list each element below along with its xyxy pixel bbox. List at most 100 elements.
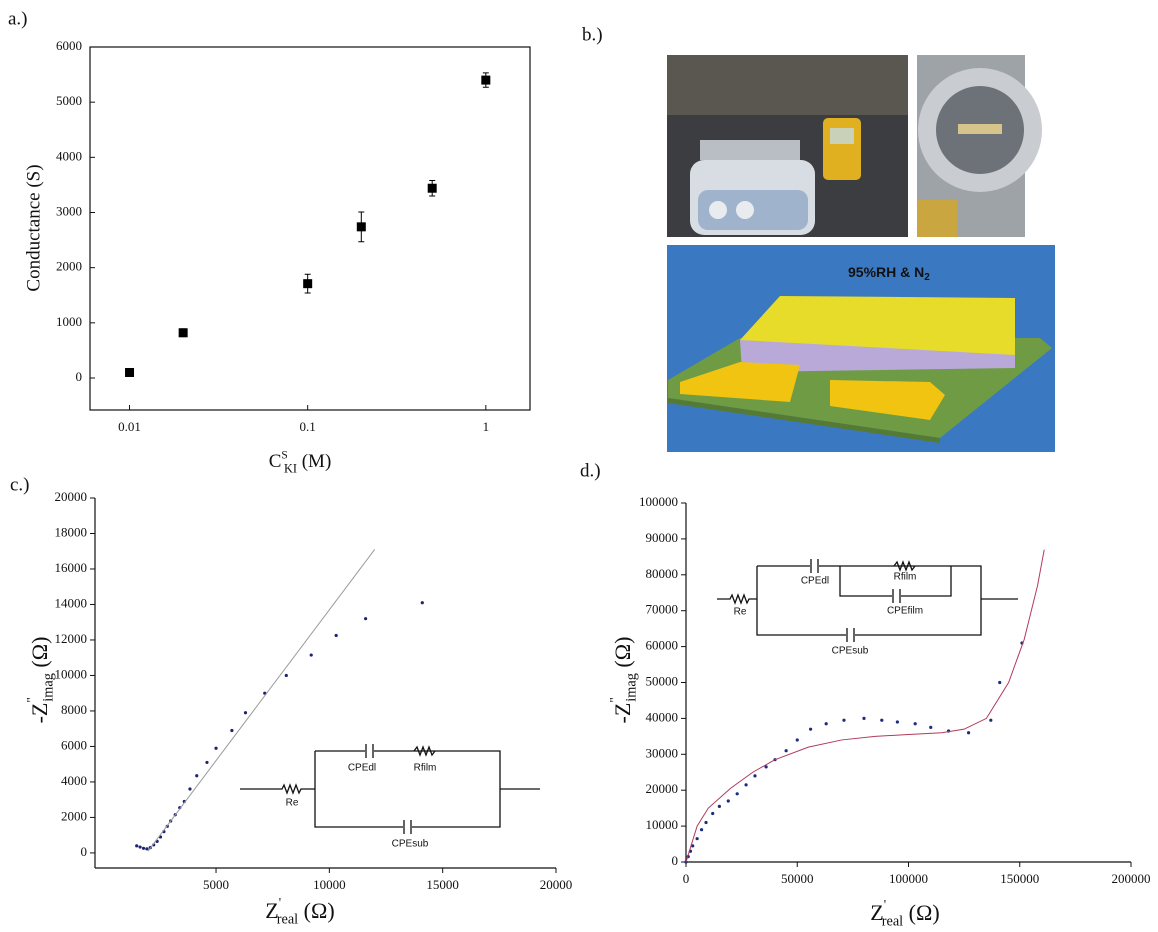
data-point	[989, 718, 993, 722]
label-sub: imag	[41, 673, 57, 702]
data-point	[862, 716, 866, 721]
circuit-label: Rfilm	[414, 763, 437, 774]
data-point	[230, 728, 234, 733]
y-tick-label: 6000	[56, 38, 82, 53]
photo-bg	[667, 55, 908, 115]
wire	[314, 750, 501, 828]
knob	[709, 201, 727, 219]
data-point	[966, 731, 971, 735]
data-point	[695, 837, 699, 841]
x-tick-label: 15000	[426, 877, 459, 892]
y-tick-label: 0	[672, 853, 679, 868]
y-tick-label: 2000	[56, 259, 82, 274]
y-tick-label: 16000	[55, 560, 88, 575]
data-point	[364, 617, 368, 621]
y-tick-label: 10000	[55, 666, 88, 681]
y-tick-label: 70000	[646, 602, 679, 617]
panel-label: b.)	[582, 24, 603, 45]
label-unit: (Ω)	[909, 900, 940, 925]
sample	[958, 124, 1002, 134]
label-base: Z	[870, 900, 883, 925]
panel-label: a.)	[8, 8, 28, 29]
y-tick-label: 8000	[61, 702, 87, 717]
y-tick-label: 10000	[646, 817, 679, 832]
gap	[365, 744, 374, 758]
data-point	[334, 633, 338, 638]
y-tick-label: 4000	[61, 773, 87, 788]
circuit-label: Re	[734, 607, 747, 618]
data-point	[691, 844, 695, 848]
y-tick-label: 4000	[56, 148, 82, 163]
label-sup: S	[281, 449, 287, 461]
label-sub: imag	[624, 673, 640, 702]
data-point	[303, 279, 313, 289]
y-tick-label: 3000	[56, 203, 82, 218]
data-point	[309, 653, 313, 657]
y-tick-label: 5000	[56, 93, 82, 108]
wire	[240, 783, 315, 795]
panel-label: d.)	[580, 460, 601, 481]
data-point	[481, 75, 491, 85]
y-tick-label: 90000	[646, 530, 679, 545]
x-tick-label: 50000	[781, 871, 814, 886]
circuit-label: CPEdl	[801, 576, 829, 587]
photo-panel: 95%RH & N2	[667, 55, 1055, 452]
circuit-label: CPEdl	[348, 763, 376, 774]
render-caption: 95%RH & N2	[848, 264, 930, 283]
data-point	[427, 183, 437, 193]
label-base: -Z	[610, 703, 635, 724]
label-unit: (Ω)	[304, 898, 335, 923]
y-tick-label: 2000	[61, 808, 87, 823]
pad	[680, 362, 800, 402]
y-tick-label: 18000	[55, 524, 88, 539]
label-unit: (M)	[302, 451, 332, 472]
data-point	[842, 718, 846, 722]
data-point	[735, 792, 739, 796]
data-point	[699, 828, 704, 832]
data-point	[929, 725, 933, 729]
pad	[830, 380, 945, 420]
y-tick-label: 14000	[55, 595, 88, 610]
circuit-label: Re	[286, 798, 299, 809]
gap	[892, 589, 901, 603]
label-base: Z	[265, 898, 278, 923]
x-tick-label: 0.1	[300, 419, 316, 434]
data-point	[784, 749, 788, 753]
y-tick-label: 20000	[55, 489, 88, 504]
data-point	[717, 804, 721, 808]
circuit-label: Rfilm	[894, 572, 917, 583]
label-unit: (Ω)	[27, 637, 52, 668]
x-axis-label: CS KI (M)	[269, 449, 332, 475]
meter-screen	[830, 128, 854, 144]
y-tick-label: 100000	[639, 494, 678, 509]
y-axis-label: -Z" imag (Ω)	[24, 637, 57, 724]
label-sub: KI	[284, 461, 297, 475]
fit-line	[685, 549, 1045, 863]
y-axis-label: Conductance (S)	[23, 164, 44, 291]
circuit-c: Re CPEdl Rfilm CPEsub	[240, 744, 540, 850]
label-sup: '	[884, 897, 886, 912]
y-tick-label: 0	[81, 844, 88, 859]
x-tick-label: 1	[483, 419, 490, 434]
data-point	[214, 746, 218, 750]
y-tick-label: 20000	[646, 781, 679, 796]
data-point	[205, 760, 209, 765]
panel-label: c.)	[10, 474, 30, 495]
photo-detail	[917, 200, 957, 237]
x-tick-label: 20000	[540, 877, 573, 892]
y-tick-label: 1000	[56, 314, 82, 329]
data-point	[178, 328, 188, 338]
label-sub: real	[277, 912, 298, 928]
data-point	[880, 718, 884, 722]
x-tick-label: 5000	[203, 877, 229, 892]
data-point	[824, 722, 828, 726]
y-axis-label: -Z" imag (Ω)	[607, 637, 640, 724]
data-point	[243, 711, 248, 715]
substrate-edge	[668, 398, 940, 443]
chamber	[700, 140, 800, 160]
x-tick-label: 10000	[313, 877, 346, 892]
fit-line	[147, 549, 376, 852]
label-sup: "	[607, 697, 622, 702]
data-point	[753, 774, 757, 778]
